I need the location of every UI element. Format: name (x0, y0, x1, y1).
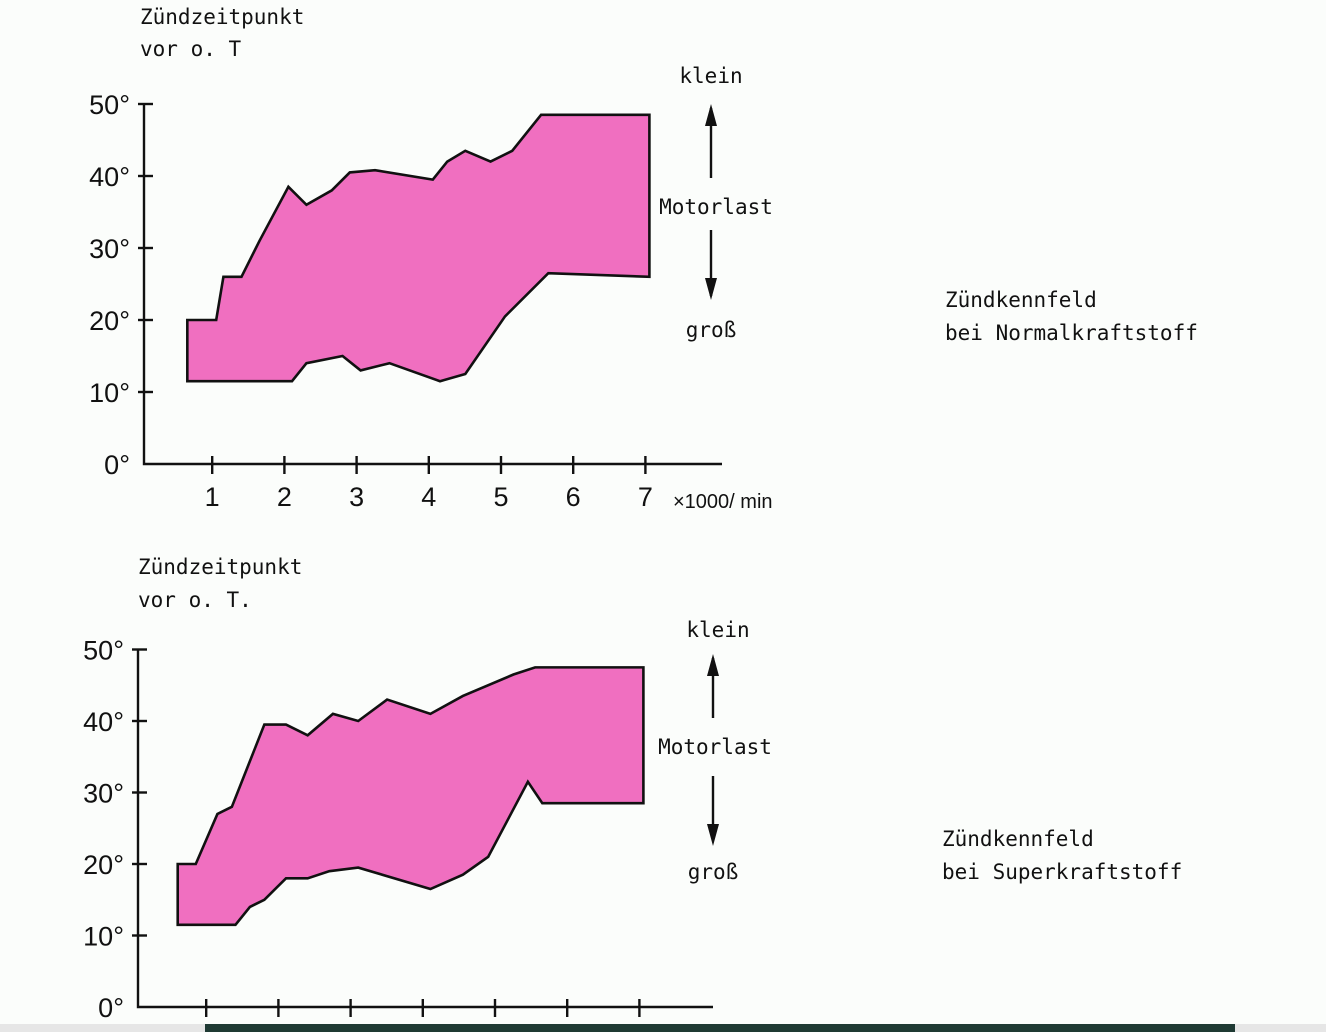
y-axis-ticks: 0° 10° 20° 30° 40° 50° (83, 636, 147, 1023)
y-tick-label: 10° (83, 922, 124, 952)
x-tick-label: 2 (277, 482, 292, 512)
arrow-up-icon (705, 104, 717, 126)
caption-line-1: Zündkennfeld (945, 288, 1097, 312)
y-axis-label-line-2: vor o. T. (138, 588, 252, 612)
x-tick-label: 1 (205, 482, 220, 512)
load-label-middle: Motorlast (659, 195, 773, 219)
y-tick-label: 50° (83, 636, 124, 666)
arrow-up-icon (707, 654, 719, 676)
load-label-large: groß (688, 860, 739, 884)
chart-normal-fuel: Zündzeitpunkt vor o. T 0°10°20°30°40°50°… (89, 5, 1198, 513)
caption-line-2: bei Superkraftstoff (942, 860, 1182, 884)
load-label-small: klein (686, 618, 749, 642)
load-label-middle: Motorlast (658, 735, 772, 759)
y-tick-label: 50° (89, 90, 130, 120)
y-tick-label: 40° (83, 707, 124, 737)
y-tick-label: 0° (98, 993, 124, 1023)
x-axis-unit: ×1000/ min (673, 491, 773, 513)
x-axis-ticks (204, 999, 641, 1017)
bottom-bar (205, 1024, 1235, 1032)
axes (136, 650, 713, 1009)
y-tick-label: 0° (104, 450, 130, 480)
x-tick-label: 7 (638, 482, 653, 512)
arrow-down-icon (705, 278, 717, 300)
x-tick-label: 3 (349, 482, 364, 512)
y-tick-label: 20° (83, 850, 124, 880)
x-tick-label: 5 (493, 482, 508, 512)
y-tick-label: 10° (89, 378, 130, 408)
x-tick-label: 4 (421, 482, 436, 512)
load-label-small: klein (679, 64, 742, 88)
y-axis-ticks: 0° 10° 20° 30° 40° 50° (89, 90, 153, 480)
ignition-map-region (176, 666, 645, 927)
y-tick-label: 30° (83, 779, 124, 809)
caption-line-2: bei Normalkraftstoff (945, 321, 1198, 345)
load-label-large: groß (686, 318, 737, 342)
y-tick-label: 20° (89, 306, 130, 336)
y-tick-label: 30° (89, 234, 130, 264)
y-axis-label-line-1: Zündzeitpunkt (140, 5, 304, 29)
y-axis-label-line-1: Zündzeitpunkt (138, 555, 302, 579)
bottom-strip (0, 1024, 1326, 1032)
arrow-down-icon (707, 824, 719, 846)
x-tick-label: 6 (566, 482, 581, 512)
y-tick-label: 40° (89, 162, 130, 192)
ignition-map-region (186, 113, 651, 383)
y-axis-label-line-2: vor o. T (140, 37, 242, 61)
x-axis-ticks: 1 2 3 4 5 6 7 (205, 456, 653, 512)
caption-line-1: Zündkennfeld (942, 827, 1094, 851)
axes (142, 104, 722, 466)
chart-super-fuel: Zündzeitpunkt vor o. T. 0° 10° 20° 30° 40° 50… (83, 555, 1182, 1023)
